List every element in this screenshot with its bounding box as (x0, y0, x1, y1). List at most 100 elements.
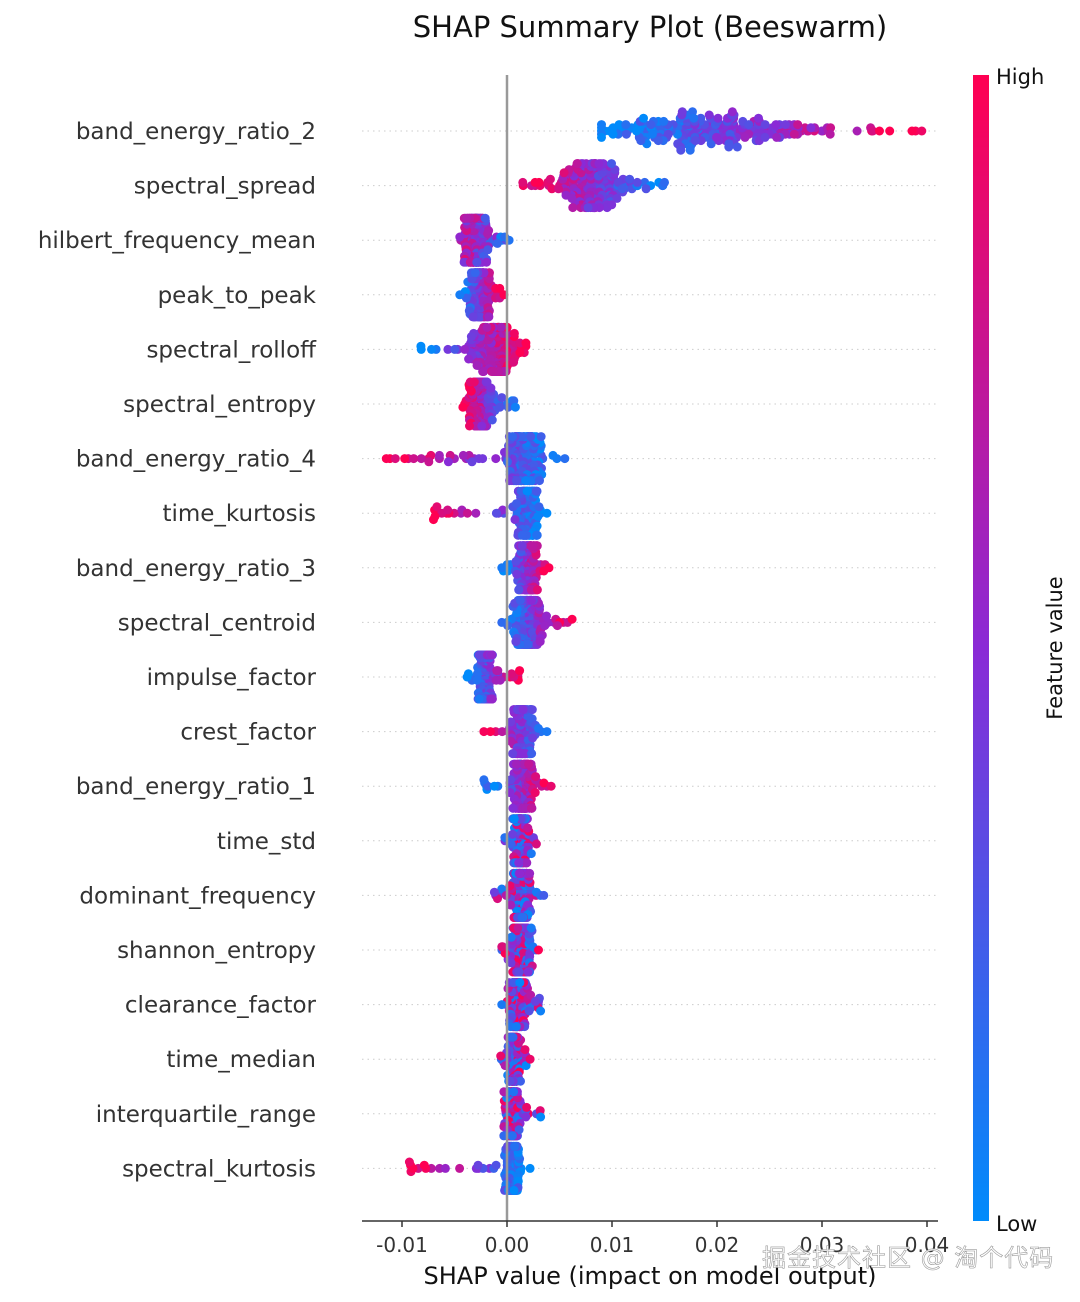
shap-point (597, 132, 606, 142)
shap-point (473, 1160, 483, 1170)
shap-point (528, 541, 538, 551)
shap-point (554, 184, 563, 194)
shap-point (510, 1141, 519, 1151)
shap-point (484, 312, 494, 322)
shap-point (506, 839, 516, 849)
shap-point (885, 126, 895, 136)
shap-point (525, 1163, 535, 1173)
shap-point (660, 177, 669, 187)
shap-point (641, 184, 651, 194)
shap-point (470, 268, 480, 278)
shap-point (512, 499, 521, 509)
shap-point (526, 849, 536, 859)
shap-point (450, 344, 460, 354)
shap-point (506, 775, 516, 785)
shap-point (760, 132, 770, 142)
shap-point (497, 563, 507, 573)
shap-point (732, 142, 742, 152)
shap-point (489, 887, 499, 897)
feature-label: spectral_entropy (123, 392, 316, 418)
shap-point (539, 778, 549, 788)
shap-point (522, 486, 532, 496)
feature-label: band_energy_ratio_4 (76, 447, 316, 473)
shap-point (489, 781, 499, 791)
shap-point (531, 839, 541, 849)
shap-point (475, 312, 485, 322)
shap-point (496, 322, 506, 332)
shap-point (458, 402, 468, 412)
feature-label: peak_to_peak (158, 283, 317, 309)
shap-point (527, 803, 536, 813)
shap-point (443, 505, 453, 515)
shap-point (400, 454, 410, 464)
shap-point (806, 123, 816, 133)
shap-point (497, 884, 507, 894)
shap-point (508, 432, 517, 442)
feature-labels: band_energy_ratio_2 spectral_spreadhilber… (38, 119, 317, 1182)
shap-point (478, 454, 488, 464)
shap-point (740, 132, 750, 142)
shap-point (497, 942, 507, 952)
shap-point (527, 705, 537, 715)
shap-point (474, 694, 484, 704)
shap-point (542, 727, 552, 737)
shap-point (533, 511, 543, 521)
shap-point (724, 142, 734, 152)
shap-point (509, 1087, 519, 1097)
shap-point (524, 759, 534, 769)
shap-point (506, 717, 516, 727)
feature-label: interquartile_range (96, 1102, 316, 1128)
shap-point (572, 159, 582, 169)
shap-point (530, 788, 540, 798)
shap-point (536, 432, 546, 442)
shap-point (495, 675, 505, 685)
shap-point (488, 366, 498, 376)
shap-point (510, 402, 520, 412)
shap-point (508, 1032, 518, 1042)
shap-point (534, 945, 543, 955)
shap-point (466, 332, 476, 342)
x-ticks: -0.01 0.00 0.01 0.02 0.03 0.04 (376, 1221, 949, 1257)
shap-point (532, 530, 542, 540)
shap-point (468, 312, 478, 322)
shap-point (472, 257, 482, 267)
shap-point (685, 145, 695, 155)
shap-point (625, 174, 635, 184)
feature-label: band_energy_ratio_2 (76, 119, 316, 145)
shap-point (515, 348, 525, 358)
shap-point (480, 213, 490, 223)
shap-point (497, 393, 507, 403)
shap-point (594, 159, 604, 169)
shap-point (381, 454, 391, 464)
shap-point (754, 113, 763, 123)
shap-point (527, 749, 537, 759)
feature-label: clearance_factor (125, 993, 317, 1019)
shap-point (482, 257, 491, 267)
shap-point (485, 727, 495, 737)
data-points (381, 107, 927, 1195)
x-tick-label: 0.00 (485, 1233, 530, 1257)
shap-point (509, 1185, 519, 1195)
shap-point (506, 736, 516, 746)
shap-point (632, 177, 642, 187)
feature-label: hilbert_frequency_mean (38, 228, 316, 254)
shap-point (677, 107, 687, 117)
shap-point (517, 432, 526, 442)
shap-point (458, 450, 468, 460)
shap-point (712, 132, 721, 142)
feature-label: impulse_factor (147, 665, 317, 691)
shap-point (471, 508, 481, 518)
shap-point (515, 868, 525, 878)
x-tick-label: 0.01 (590, 1233, 635, 1257)
shap-point (462, 508, 472, 518)
shap-point (917, 126, 927, 136)
shap-point (552, 621, 562, 631)
colorbar-high-label: High (996, 65, 1044, 89)
shap-point (567, 614, 577, 624)
shap-point (507, 1131, 517, 1141)
shap-point (690, 136, 700, 146)
feature-label: dominant_frequency (79, 883, 316, 909)
x-tick-label: 0.02 (695, 1233, 740, 1257)
shap-point (526, 595, 536, 605)
